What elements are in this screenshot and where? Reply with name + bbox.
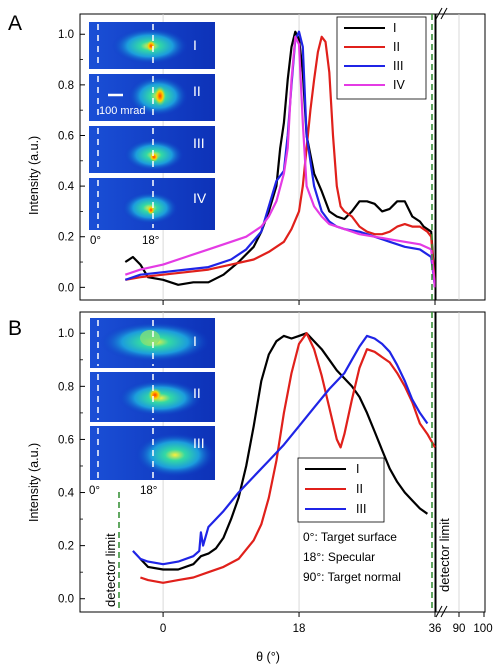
ytick-label-b: 0.4 — [58, 488, 75, 500]
legend-b-label-I: I — [356, 462, 359, 476]
inset-b-angle-0: 0° — [89, 485, 100, 497]
panel-b-axis-break-area — [435, 311, 486, 613]
inset-a-angle-0: 0° — [90, 235, 101, 247]
ytick-label-a: 1.0 — [58, 29, 74, 41]
legend-a-label-III: III — [393, 59, 403, 73]
ytick-label-b: 0.8 — [58, 381, 74, 393]
inset-b-label-I: I — [193, 333, 197, 349]
panel-a-letter: A — [8, 12, 22, 35]
inset-a-label-II: II — [193, 83, 201, 99]
inset-a-angle-18: 18° — [142, 235, 159, 247]
ytick-label-b: 0.6 — [58, 434, 74, 446]
note-specular: 18°: Specular — [303, 550, 375, 564]
xtick-label-b: 0 — [160, 623, 166, 635]
panel-b-detector-limit-left: detector limit — [103, 533, 118, 607]
panel-a-y-axis: 0.0 0.2 0.4 0.6 0.8 1.0 — [58, 29, 85, 294]
panel-a-plot-frame — [79, 13, 436, 301]
inset-b-I: I — [90, 318, 215, 368]
legend-b-label-II: II — [356, 482, 363, 496]
inset-b-label-III: III — [193, 435, 205, 451]
ytick-label-a: 0.6 — [58, 130, 74, 142]
series-a-IV — [124, 35, 437, 288]
inset-b-label-II: II — [193, 385, 201, 401]
series-a-II — [125, 35, 437, 288]
inset-b-III: III — [90, 426, 215, 480]
xtick-label-b: 18 — [293, 623, 306, 635]
inset-a-label-I: I — [193, 37, 197, 53]
panel-b: B 0.0 0.2 0.4 0.6 0.8 1.0 0 18 36 Intensity (a.… — [8, 311, 493, 664]
note-target-normal: 90°: Target normal — [303, 570, 401, 584]
panel-b-xtick-100: 100 — [473, 623, 492, 635]
legend-a-label-IV: IV — [393, 78, 405, 92]
ytick-label-b: 0.0 — [58, 594, 74, 606]
series-b-II — [140, 332, 436, 584]
inset-a-scale-label: 100 mrad — [99, 105, 145, 117]
panel-b-plot-frame — [79, 311, 436, 613]
panel-b-xtick-90: 90 — [453, 623, 466, 635]
inset-b-angle-18: 18° — [140, 485, 157, 497]
inset-a-IV: IV — [89, 178, 215, 230]
inset-a-III: III — [89, 126, 215, 173]
series-b-I — [139, 332, 429, 571]
note-target-surface: 0°: Target surface — [303, 530, 397, 544]
ytick-label-b: 0.2 — [58, 541, 74, 553]
ytick-label-a: 0.2 — [58, 232, 74, 244]
panel-a-insets: I 100 mrad II III — [89, 22, 215, 247]
panel-b-detector-limit-right: detector limit — [437, 518, 452, 592]
panel-b-insets: I II III 0° 18° — [89, 318, 215, 497]
series-b-III — [132, 334, 429, 566]
ytick-label-a: 0.4 — [58, 181, 75, 193]
legend-a-label-I: I — [393, 21, 396, 35]
inset-a-I: I — [89, 22, 215, 69]
series-a-I — [124, 30, 437, 288]
inset-a-label-III: III — [193, 135, 205, 151]
panel-b-letter: B — [8, 317, 22, 340]
inset-b-II: II — [90, 372, 215, 422]
inset-a-label-IV: IV — [193, 190, 207, 206]
panel-a-legend: I II III IV — [336, 16, 427, 100]
panel-b-x-axis: 0 18 36 — [160, 612, 442, 635]
legend-a-label-II: II — [393, 40, 400, 54]
ytick-label-a: 0.8 — [58, 80, 74, 92]
panel-b-y-axis: 0.0 0.2 0.4 0.6 0.8 1.0 — [58, 328, 85, 606]
panel-a-series — [124, 30, 437, 288]
panel-b-series — [132, 332, 436, 584]
ytick-label-b: 1.0 — [58, 328, 74, 340]
inset-a-II: 100 mrad II — [89, 74, 215, 121]
legend-b-label-III: III — [356, 502, 366, 516]
panel-a-y-label: Intensity (a.u.) — [27, 136, 41, 215]
panel-b-x-label: θ (°) — [256, 650, 280, 664]
panel-b-break-mark — [435, 605, 448, 618]
panel-a-axis-break-area — [435, 13, 486, 301]
xtick-label-b: 36 — [429, 623, 442, 635]
panel-a: A 0.0 0.2 0.4 0.6 0.8 1.0 Intensity (a.u.) I … — [8, 7, 486, 305]
panel-a-break-mark — [435, 7, 448, 20]
ytick-label-a: 0.0 — [58, 282, 74, 294]
panel-b-y-label: Intensity (a.u.) — [27, 443, 41, 522]
panel-b-legend: I II III — [297, 457, 385, 523]
